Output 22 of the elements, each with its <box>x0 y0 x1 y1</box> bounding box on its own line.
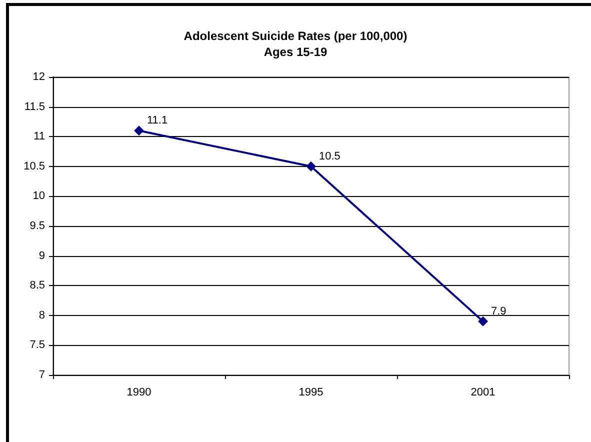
chart-title: Adolescent Suicide Rates (per 100,000) <box>184 29 408 43</box>
y-tick-label: 11.5 <box>24 100 45 113</box>
x-tick-label: 2001 <box>470 386 496 398</box>
y-tick-label: 10.5 <box>24 160 45 172</box>
y-tick-label: 10 <box>32 190 45 202</box>
point <box>306 161 316 172</box>
data-label: 10.5 <box>319 150 340 162</box>
y-tick-label: 8 <box>38 309 45 322</box>
y-tick-label: 9 <box>38 250 45 262</box>
y-tick-label: 9.5 <box>30 220 45 232</box>
y-tick-label: 7.5 <box>30 339 45 352</box>
data-label: 11.1 <box>147 114 168 127</box>
y-tick-label: 7 <box>38 369 45 381</box>
point <box>134 126 144 136</box>
x-tick-label: 1990 <box>126 386 152 398</box>
chart-subtitle: Ages 15-19 <box>264 45 328 59</box>
point <box>478 316 488 326</box>
x-tick-label: 1995 <box>298 386 324 398</box>
y-tick-label: 11 <box>34 130 45 143</box>
y-tick-label: 8.5 <box>30 280 45 292</box>
y-tick-label: 12 <box>32 71 45 83</box>
data-label: 7.9 <box>491 305 506 318</box>
